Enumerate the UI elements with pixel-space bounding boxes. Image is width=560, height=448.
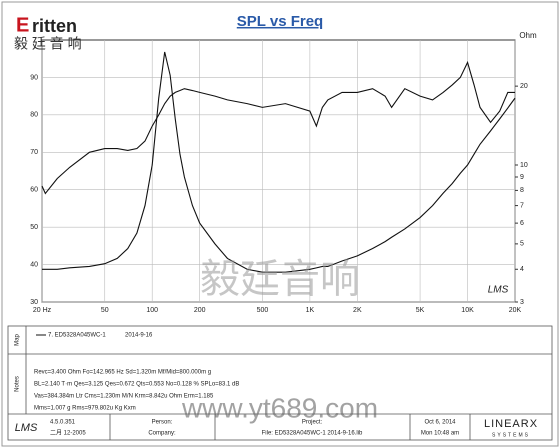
logo-brand: ritten xyxy=(32,16,77,36)
map-label: Map xyxy=(15,334,21,346)
footer-company: Company: xyxy=(148,431,176,437)
plot-label: LMS xyxy=(488,285,509,296)
note-line: Mms=1.007 g Rms=979.802u Kg Kxm xyxy=(34,406,136,412)
y-tick-label: 90 xyxy=(30,74,38,81)
footer-project: Project: xyxy=(302,420,323,426)
x-tick-label: 200 xyxy=(194,307,206,314)
logo-chinese: 毅 廷 音 响 xyxy=(14,36,82,52)
chart-title: SPL vs Freq xyxy=(237,13,323,30)
footer-version: 4.5.0.351 xyxy=(50,420,76,426)
y2-tick-label: 8 xyxy=(520,187,524,194)
x-tick-label: 5K xyxy=(416,307,425,314)
x-tick-label: 500 xyxy=(257,307,269,314)
footer-date: Oct 6, 2014 xyxy=(424,420,456,426)
x-tick-label: 10K xyxy=(461,307,474,314)
note-line: Revc=3.400 Ohm Fo=142.965 Hz Sd=1.320m M… xyxy=(34,370,211,376)
y-tick-label: 80 xyxy=(30,112,38,119)
note-line: BL=2.140 T·m Qes=3.125 Qes=0.672 Qts=0.5… xyxy=(34,382,239,388)
footer-vendor-sub: SYSTEMS xyxy=(492,432,530,438)
info-panel: Map Notes 7. ED5328A045WC-1 2014-9-16 Re… xyxy=(7,325,553,441)
y2-tick-label: 20 xyxy=(520,83,528,90)
y2-axis-label: Ohm xyxy=(519,31,537,40)
note-line: Vas=384.384m Ltr Cms=1.230m M/N Krm=8.84… xyxy=(34,394,214,400)
footer-lms: LMS xyxy=(15,422,38,434)
series-line xyxy=(42,51,516,273)
footer-build: 二月 12-2005 xyxy=(50,430,86,437)
watermark-url: www.yt689.com xyxy=(181,392,378,423)
y2-tick-label: 5 xyxy=(520,241,524,248)
y-tick-label: 40 xyxy=(30,261,38,268)
y2-tick-label: 4 xyxy=(520,266,524,273)
chart: 20 Hz 50 100 200 500 1K 2K 5K 10K 20K 30 40 50 60 70 80… xyxy=(30,40,528,314)
footer-vendor: LINEARX xyxy=(484,418,538,430)
map-entry: 7. ED5328A045WC-1 xyxy=(48,333,106,339)
notes-label: Notes xyxy=(15,376,21,392)
footer-file: File: ED5328A045WC-1 2014-9-16.lib xyxy=(262,431,363,437)
y2-tick-label: 10 xyxy=(520,162,528,169)
x-tick-label: 20 Hz xyxy=(33,307,52,314)
y2-tick-label: 7 xyxy=(520,202,524,209)
x-tick-label: 20K xyxy=(509,307,522,314)
y-tick-label: 30 xyxy=(30,299,38,306)
y2-tick-label: 9 xyxy=(520,174,524,181)
y2-tick-label: 6 xyxy=(520,220,524,227)
y2-tick-label: 3 xyxy=(520,299,524,306)
y-tick-label: 50 xyxy=(30,224,38,231)
y-tick-label: 60 xyxy=(30,187,38,194)
watermark: 毅廷音响 xyxy=(200,258,360,302)
x-tick-label: 2K xyxy=(353,307,362,314)
x-tick-label: 50 xyxy=(101,307,109,314)
map-date: 2014-9-16 xyxy=(125,333,153,339)
series-line xyxy=(41,60,515,195)
y-tick-label: 70 xyxy=(30,149,38,156)
logo-brand: E xyxy=(16,14,29,36)
x-tick-label: 100 xyxy=(146,307,158,314)
footer-person: Person: xyxy=(152,420,173,426)
x-tick-label: 1K xyxy=(306,307,315,314)
panel-frame xyxy=(7,325,553,441)
footer-time: Mon 10:48 am xyxy=(421,431,459,437)
